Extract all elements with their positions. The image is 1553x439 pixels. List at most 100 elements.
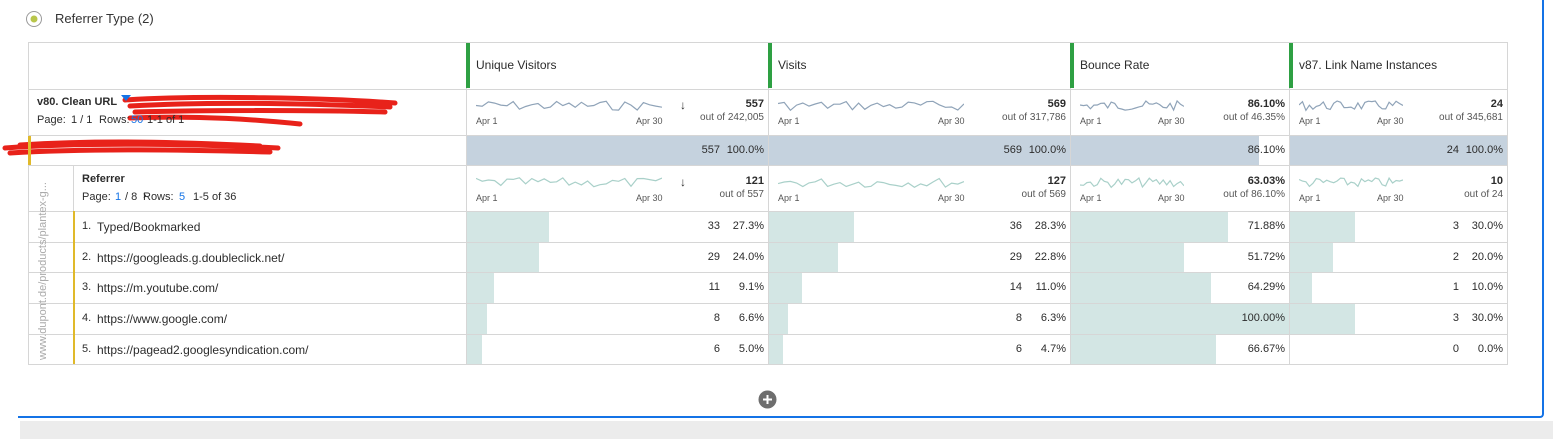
column-handle [1289,43,1293,88]
bar [1071,335,1217,364]
total-value: 63.03% [1247,175,1285,187]
bar [1071,273,1212,303]
cell-percent: 100.0% [1028,143,1066,156]
total-of: out of 557 [719,189,764,200]
bar [1290,136,1507,165]
spark-start: Apr 1 [1299,193,1321,203]
cell-percent: 30.0% [1471,220,1503,232]
cell-count: 0 [1452,342,1459,355]
column-handle [768,43,772,88]
panel [18,0,1544,418]
cell-percent: 5.0% [738,342,764,355]
row-accent [73,334,75,364]
bar [467,243,540,272]
column-header: Unique Visitors [476,58,557,72]
total-value: 557 [745,98,764,110]
spark-start: Apr 1 [476,193,498,203]
sort-icon[interactable]: ↓ [680,175,686,189]
item-accent [28,136,31,165]
row-accent [73,303,75,334]
row-name[interactable]: Typed/Bookmarked [97,220,201,234]
column-divider [768,42,769,365]
bar [1071,212,1228,242]
bar [1290,273,1312,303]
sparkline [778,177,964,189]
cell-percent: 86.10% [1247,143,1285,156]
row-rank: 5. [82,342,92,355]
cell-percent: 100.0% [726,143,764,156]
total-of: out of 46.35% [1223,112,1285,123]
spark-end: Apr 30 [1377,193,1404,203]
sort-icon[interactable]: ↓ [680,98,686,112]
column-header: Bounce Rate [1080,58,1150,72]
cell-percent: 4.7% [1040,342,1066,355]
bar [769,273,803,303]
total-value: 86.10% [1247,98,1285,110]
bar [769,243,838,272]
row-name[interactable]: https://pagead2.googlesyndication.com/ [97,342,309,357]
pagination[interactable]: 1 [115,191,122,203]
pagination: Page: [37,114,66,126]
add-button[interactable] [758,390,777,409]
cell-count: 2 [1452,250,1459,263]
bar [769,335,784,364]
spark-start: Apr 1 [1299,116,1321,126]
pagination[interactable]: 5 [179,191,186,203]
total-value: 127 [1047,175,1066,187]
cell-percent: 11.0% [1035,281,1066,293]
cell-percent: 51.72% [1247,250,1285,263]
cell-percent: 27.3% [732,220,764,232]
sort-marker [121,95,131,101]
row-divider [28,242,1508,243]
total-value: 121 [745,175,764,187]
row-rank: 2. [82,250,92,263]
column-divider [1070,42,1071,365]
column-handle [1070,43,1074,88]
total-value: 24 [1490,98,1503,110]
total-of: out of 317,786 [1002,112,1066,123]
cell-percent: 6.3% [1040,312,1066,324]
sparkline [1299,176,1403,188]
total-of: out of 86.10% [1223,189,1285,200]
cell-count: 3 [1452,220,1459,232]
cell-count: 29 [707,250,720,263]
panel-title: Referrer Type (2) [55,11,154,26]
row-accent [73,211,75,242]
bar [467,212,550,242]
row-accent [73,272,75,303]
collapse-toggle[interactable] [25,10,43,28]
cell-percent: 28.3% [1034,220,1066,232]
cell-percent: 20.0% [1471,250,1503,263]
column-handle [466,43,470,88]
next-panel [20,421,1553,439]
pagination: 1-1 of 1 [147,114,185,126]
spark-end: Apr 30 [1158,193,1185,203]
spark-start: Apr 1 [778,116,800,126]
redaction [2,94,398,156]
pagination[interactable]: 50 [131,114,144,126]
cell-count: 3 [1452,312,1459,324]
sparkline [476,177,662,188]
cell-count: 557 [701,143,720,156]
bar [467,335,483,364]
pagination: Rows: [143,191,174,203]
row-name[interactable]: https://m.youtube.com/ [97,281,219,295]
cell-count: 11 [708,281,720,293]
dimension-name: v80. Clean URL [37,96,118,108]
row-divider [28,135,1508,136]
bar [467,136,768,165]
row-name[interactable]: https://googleads.g.doubleclick.net/ [97,250,285,265]
cell-percent: 66.67% [1247,342,1285,355]
cell-percent: 6.6% [738,312,764,324]
cell-count: 6 [1015,342,1022,355]
bar [467,304,487,334]
spark-end: Apr 30 [636,116,663,126]
total-of: out of 24 [1464,189,1503,200]
spark-start: Apr 1 [778,193,800,203]
cell-percent: 64.29% [1247,281,1285,293]
next-page[interactable]: › [143,190,147,202]
spark-start: Apr 1 [476,116,498,126]
row-name[interactable]: https://www.google.com/ [97,312,228,326]
cell-count: 569 [1003,143,1022,156]
column-header: Visits [778,58,807,72]
